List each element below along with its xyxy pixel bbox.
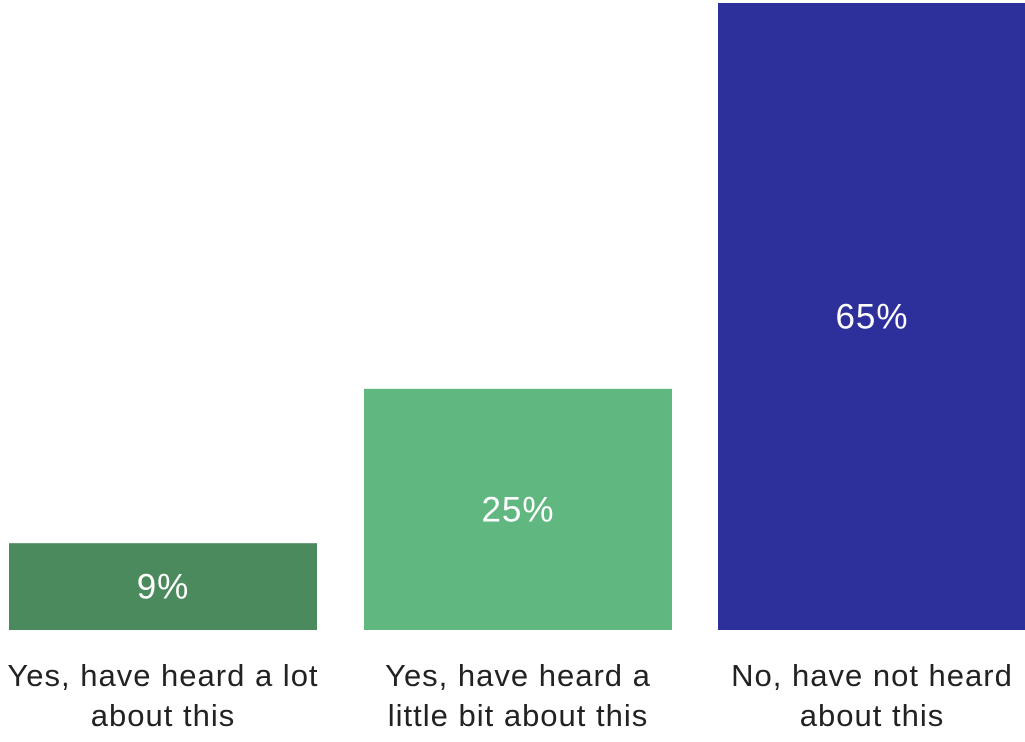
category-label-1-line-1: Yes, have heard a lot — [7, 658, 318, 693]
bar-1 — [9, 543, 317, 630]
value-label-1: 9% — [137, 568, 190, 607]
category-label-2-line-1: Yes, have heard a — [385, 658, 651, 693]
bar-3 — [718, 3, 1025, 630]
value-label-2: 25% — [481, 490, 554, 529]
bar-2 — [364, 388, 672, 630]
category-label-2-line-2: little bit about this — [388, 698, 649, 733]
category-labels-group: Yes, have heard a lot about this Yes, have… — [7, 658, 1013, 733]
category-label-3-line-1: No, have not heard — [731, 658, 1013, 693]
value-labels-group: 9% 25% 65% — [137, 298, 908, 607]
value-label-3: 65% — [835, 298, 908, 337]
bars-group — [9, 3, 1025, 630]
category-label-3-line-2: about this — [800, 698, 944, 733]
category-label-1-line-2: about this — [91, 698, 235, 733]
